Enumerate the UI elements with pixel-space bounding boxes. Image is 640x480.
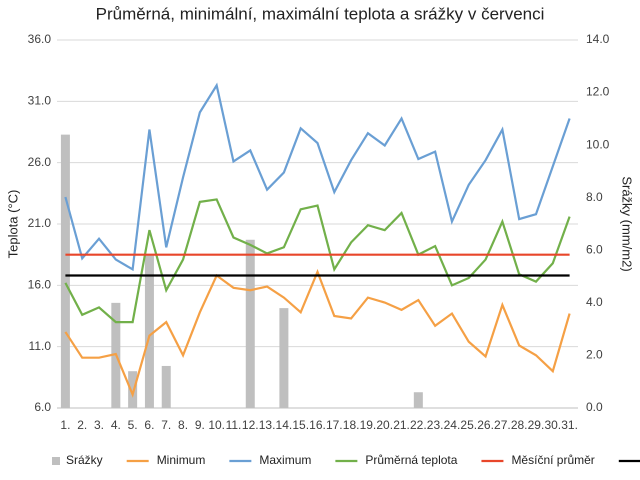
legend-label: Srážky (66, 453, 103, 467)
y-tick-label: 26.0 (28, 155, 52, 169)
chart-title: Průměrná, minimální, maximální teplota a… (96, 4, 545, 23)
y2-tick-label: 2.0 (586, 348, 603, 362)
legend-label: Průměrná teplota (365, 453, 457, 467)
y-tick-label: 31.0 (28, 94, 52, 108)
x-tick-label: 13. (259, 418, 276, 432)
x-tick-label: 3. (94, 418, 104, 432)
x-tick-label: 18. (343, 418, 360, 432)
y2-tick-label: 8.0 (586, 190, 603, 204)
x-tick-label: 29. (528, 418, 545, 432)
bar (128, 371, 138, 408)
x-tick-label: 11. (226, 418, 242, 432)
bar (413, 392, 423, 408)
y2-axis-label: Srážky (mm/m2) (620, 176, 635, 271)
x-tick-label: 27. (494, 418, 511, 432)
y2-tick-label: 4.0 (586, 295, 603, 309)
x-tick-label: 1. (60, 418, 70, 432)
x-tick-label: 16. (309, 418, 326, 432)
x-tick-label: 22. (410, 418, 427, 432)
bar (245, 239, 255, 408)
y-tick-label: 16.0 (28, 278, 52, 292)
x-tick-label: 8. (178, 418, 188, 432)
legend-swatch (52, 457, 60, 465)
x-tick-label: 5. (128, 418, 138, 432)
legend-label: Měsíční průměr (511, 453, 594, 467)
legend-label: Maximum (259, 453, 311, 467)
y-tick-label: 36.0 (28, 32, 52, 46)
x-tick-label: 17. (326, 418, 343, 432)
x-tick-label: 31. (561, 418, 578, 432)
x-tick-label: 25. (460, 418, 477, 432)
y2-tick-label: 12.0 (586, 85, 610, 99)
x-tick-label: 15. (292, 418, 309, 432)
x-tick-label: 6. (144, 418, 154, 432)
legend-label: Minimum (157, 453, 206, 467)
y-tick-label: 21.0 (28, 216, 52, 230)
x-tick-label: 23. (427, 418, 444, 432)
y2-tick-label: 10.0 (586, 137, 610, 151)
y2-tick-label: 0.0 (586, 400, 603, 414)
x-tick-label: 30. (544, 418, 561, 432)
y-axis-label: Teplota (°C) (5, 190, 20, 259)
x-tick-label: 4. (111, 418, 121, 432)
x-tick-label: 2. (77, 418, 87, 432)
bar (161, 365, 171, 408)
y2-tick-label: 14.0 (586, 32, 610, 46)
line-series (64, 82, 571, 272)
bar (60, 134, 70, 408)
x-tick-label: 9. (195, 418, 205, 432)
bar (144, 255, 154, 408)
line-series (64, 268, 571, 398)
x-tick-label: 7. (161, 418, 171, 432)
x-tick-label: 14. (276, 418, 293, 432)
x-tick-label: 26. (477, 418, 494, 432)
x-tick-label: 20. (376, 418, 393, 432)
bar (279, 308, 289, 408)
x-tick-label: 24. (444, 418, 461, 432)
x-tick-label: 12. (242, 418, 259, 432)
y-tick-label: 11.0 (29, 339, 52, 353)
x-tick-label: 21. (393, 418, 410, 432)
x-tick-label: 10. (208, 418, 225, 432)
x-tick-label: 28. (511, 418, 528, 432)
line-series (64, 198, 571, 324)
y-tick-label: 6.0 (34, 400, 51, 414)
y2-tick-label: 6.0 (586, 242, 603, 256)
x-tick-label: 19. (360, 418, 377, 432)
